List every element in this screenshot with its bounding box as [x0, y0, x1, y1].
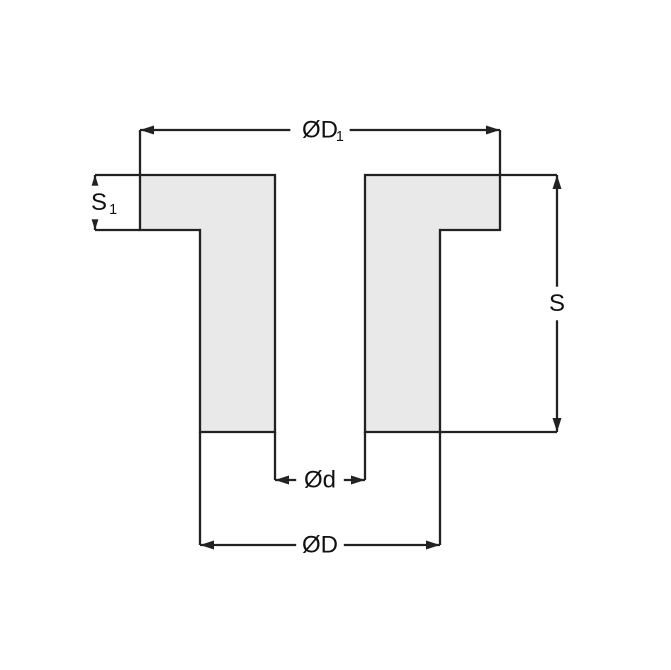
bushing-diagram: ØD1S1SØdØD	[0, 0, 671, 670]
dim-S-label: S	[549, 290, 565, 317]
dim-S1-label: S	[91, 189, 107, 216]
dim-D-label: ØD	[302, 532, 338, 559]
dim-D1-label: ØD	[302, 117, 338, 144]
dim-S1-label-sub: 1	[109, 202, 117, 218]
section-right	[365, 175, 500, 432]
dim-D1-label-sub: 1	[336, 129, 344, 145]
part-section	[140, 175, 500, 432]
section-left	[140, 175, 275, 432]
dim-d-label: Ød	[304, 467, 336, 494]
